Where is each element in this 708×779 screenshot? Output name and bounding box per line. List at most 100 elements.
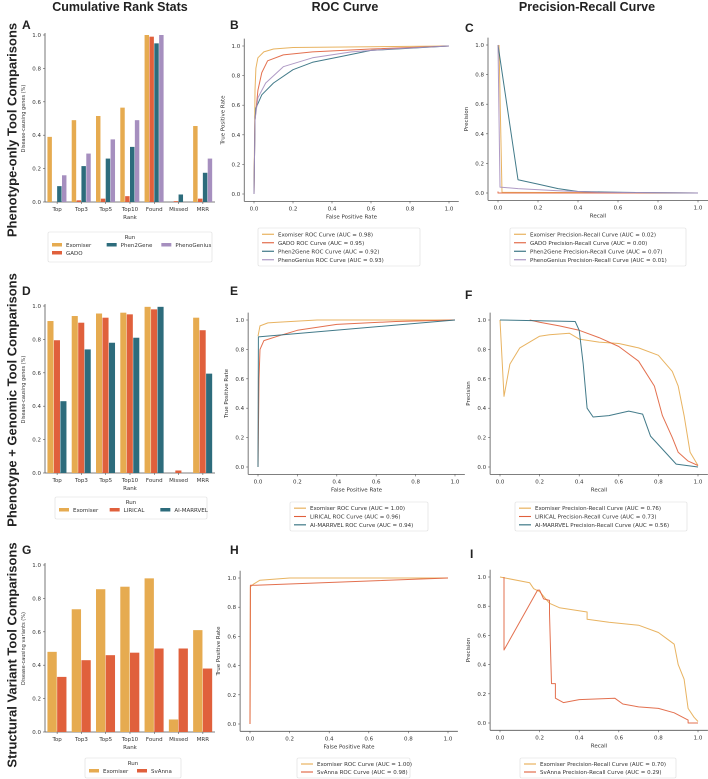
y-tick-label: 0.4 bbox=[477, 406, 486, 412]
y-tick-label: 0.4 bbox=[235, 406, 244, 412]
curve-lirical bbox=[257, 319, 456, 468]
curve-exomiser bbox=[253, 45, 450, 195]
x-tick-label: MRR bbox=[197, 737, 210, 743]
y-axis-label: Precision bbox=[466, 637, 472, 662]
y-tick-label: 0.2 bbox=[477, 692, 486, 698]
x-tick-label: 0.8 bbox=[654, 205, 663, 211]
bar-phen2gene-top bbox=[57, 186, 62, 202]
x-tick-label: 0.6 bbox=[364, 736, 373, 742]
legend-label: LIRICAL bbox=[124, 508, 146, 514]
x-tick-label: Top5 bbox=[98, 207, 112, 213]
legend-label: PhenoGenius ROC Curve (AUC = 0.93) bbox=[278, 258, 384, 264]
panel-letter-d: D bbox=[22, 284, 31, 298]
y-tick-label: 0.6 bbox=[477, 377, 486, 383]
x-tick-label: 0.4 bbox=[575, 479, 584, 485]
legend: Exomiser Precision-Recall Curve (AUC = 0… bbox=[514, 501, 688, 532]
x-axis-label: Recall bbox=[590, 213, 607, 219]
bar-svanna-missed bbox=[178, 648, 188, 732]
x-tick-label: 1.0 bbox=[444, 736, 453, 742]
bar-exomiser-found bbox=[144, 578, 154, 732]
y-tick-label: 1.0 bbox=[475, 43, 484, 49]
bar-exomiser-top5 bbox=[96, 313, 103, 473]
legend-label: LIRICAL ROC Curve (AUC = 0.96) bbox=[310, 515, 401, 521]
x-axis-label: False Positive Rate bbox=[326, 214, 378, 220]
x-tick-label: 0.0 bbox=[250, 206, 259, 212]
y-tick-label: 1.0 bbox=[227, 576, 236, 582]
bar-gado-missed bbox=[173, 201, 179, 202]
legend-label: Phen2Gene bbox=[121, 243, 153, 249]
y-tick-label: 0.6 bbox=[32, 371, 41, 377]
bar-lirical-top5 bbox=[102, 317, 109, 473]
bar-exomiser-top3 bbox=[71, 316, 78, 473]
panel-letter-g: G bbox=[22, 543, 32, 557]
legend-label: Phen2Gene Precision-Recall Curve (AUC = … bbox=[530, 249, 662, 255]
bar-exomiser-top10 bbox=[120, 586, 130, 732]
y-tick-label: 0.4 bbox=[32, 663, 41, 669]
bar-phenogenius-top3 bbox=[86, 153, 91, 202]
bar-exomiser-top10 bbox=[120, 312, 127, 473]
y-tick-label: 0.8 bbox=[475, 73, 484, 79]
legend-swatch-ai-marrvel bbox=[160, 508, 171, 512]
x-axis-label: Rank bbox=[123, 745, 138, 751]
legend-box bbox=[47, 231, 213, 263]
x-tick-label: 0.6 bbox=[372, 479, 381, 485]
x-tick-label: Top5 bbox=[98, 478, 112, 484]
legend-label: Exomiser ROC Curve (AUC = 0.98) bbox=[278, 232, 373, 238]
legend-label: GADO Precision-Recall Curve (AUC = 0.00) bbox=[530, 241, 647, 247]
curve-svanna bbox=[503, 577, 698, 724]
y-tick-label: 0.8 bbox=[227, 605, 236, 611]
panel-a: 0.0 0.2 0.4 0.6 0.8 1.0 Top Top3 Top5 Top10 Found M… bbox=[21, 33, 215, 263]
x-tick-label: 1.0 bbox=[445, 206, 454, 212]
bar-exomiser-top3 bbox=[71, 120, 77, 202]
bar-gado-top10 bbox=[125, 196, 130, 202]
x-tick-label: Top3 bbox=[74, 207, 88, 213]
curve-phenogenius bbox=[497, 44, 699, 194]
bar-svanna-found bbox=[154, 648, 164, 732]
legend-label: SvAnna bbox=[151, 769, 172, 775]
curve-phen2gene bbox=[497, 44, 699, 194]
y-axis-label: Disease-causing genes (%) bbox=[21, 356, 27, 424]
bar-phen2gene-top5 bbox=[105, 158, 111, 202]
legend-label: SvAnna ROC Curve (AUC = 0.98) bbox=[317, 770, 408, 776]
legend-label: GADO ROC Curve (AUC = 0.95) bbox=[278, 241, 364, 247]
curve-phen2gene bbox=[253, 45, 450, 195]
x-tick-label: 0.2 bbox=[535, 479, 544, 485]
x-tick-label: Top10 bbox=[121, 207, 139, 213]
x-tick-label: 1.0 bbox=[694, 735, 703, 741]
bar-phen2gene-missed bbox=[178, 194, 184, 202]
y-tick-label: 0.2 bbox=[232, 162, 241, 168]
x-tick-label: 1.0 bbox=[451, 479, 460, 485]
x-tick-label: 0.4 bbox=[325, 736, 334, 742]
y-tick-label: 0.6 bbox=[232, 103, 241, 109]
y-tick-label: 0.2 bbox=[32, 167, 41, 173]
bar-lirical-missed bbox=[175, 470, 182, 473]
legend-box bbox=[509, 227, 687, 267]
x-tick-label: 0.2 bbox=[285, 736, 294, 742]
y-tick-label: 0.8 bbox=[32, 66, 41, 72]
legend-label: PhenoGenius Precision-Recall Curve (AUC … bbox=[530, 258, 667, 264]
x-tick-label: Found bbox=[146, 737, 163, 743]
x-tick-label: MRR bbox=[197, 207, 210, 213]
bar-lirical-mrr bbox=[199, 330, 206, 473]
panel-letter-i: I bbox=[470, 547, 474, 561]
x-tick-label: 0.0 bbox=[496, 735, 505, 741]
y-tick-label: 0.8 bbox=[232, 74, 241, 80]
y-tick-label: 1.0 bbox=[32, 304, 41, 310]
x-tick-label: 0.8 bbox=[654, 735, 663, 741]
legend-box bbox=[296, 757, 411, 779]
x-tick-label: 0.0 bbox=[496, 479, 505, 485]
x-tick-label: 0.8 bbox=[654, 479, 663, 485]
panel-letter-b: B bbox=[230, 18, 239, 32]
curve-exomiser bbox=[499, 319, 699, 466]
y-tick-label: 0.8 bbox=[477, 604, 486, 610]
x-tick-label: 0.0 bbox=[254, 479, 263, 485]
bar-svanna-top bbox=[57, 676, 67, 732]
x-tick-label: Top3 bbox=[74, 737, 88, 743]
y-axis-label: Disease-causing variants (%) bbox=[21, 612, 27, 685]
column-title-rank-stats: Cumulative Rank Stats bbox=[52, 0, 188, 14]
x-tick-label: 0.6 bbox=[614, 479, 623, 485]
legend-swatch-phenogenius bbox=[161, 243, 172, 247]
panel-d: 0.0 0.2 0.4 0.6 0.8 1.0 Top Top3 Top5 Top10 Found M… bbox=[21, 304, 215, 520]
x-tick-label: MRR bbox=[197, 478, 210, 484]
panel-c: 0.0 0.2 0.4 0.6 0.8 1.0 0.0 0.2 0.4 0.6 0.8 1.0 Reca… bbox=[464, 37, 708, 267]
